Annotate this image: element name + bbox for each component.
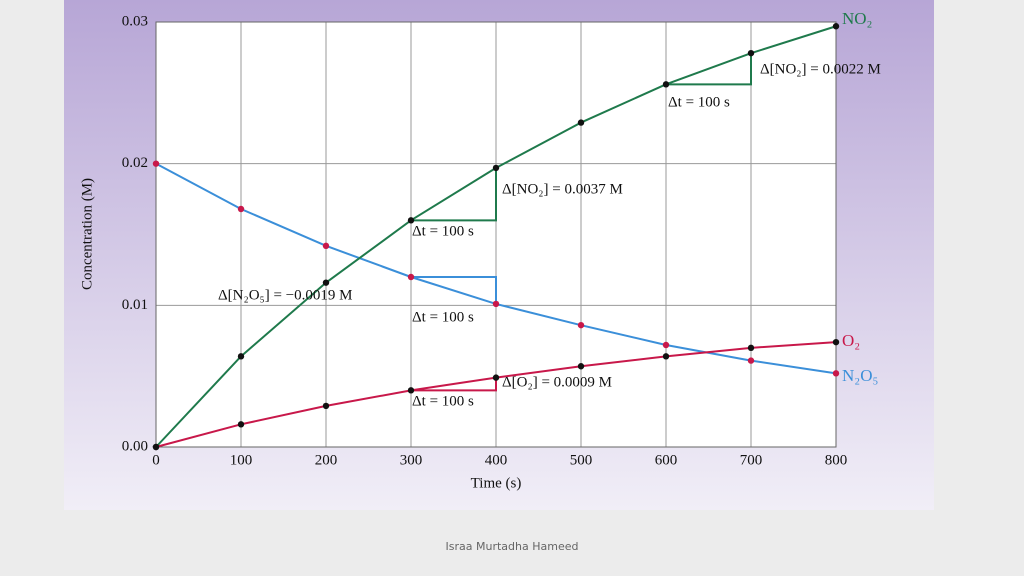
data-point — [152, 160, 160, 167]
x-tick-label: 600 — [655, 452, 678, 468]
footer: Israa Murtadha Hameed — [445, 540, 579, 553]
delta-triangle — [666, 53, 752, 86]
data-point — [832, 370, 840, 377]
y-axis-label: Concentration (M) — [79, 178, 95, 290]
x-tick-label: 0 — [152, 452, 160, 468]
annotation: Δ[NO₂] = 0.0037 M — [502, 181, 623, 197]
y-tick-label: 0.00 — [122, 438, 148, 454]
data-point — [237, 353, 245, 360]
annotation: Δ[NO₂] = 0.0022 M — [760, 61, 881, 77]
series-label: N₂O₅ — [842, 366, 878, 385]
data-point — [747, 49, 755, 57]
y-tick-label: 0.03 — [122, 13, 148, 29]
x-tick-label: 100 — [230, 452, 253, 468]
annotation: Δt = 100 s — [668, 94, 730, 110]
data-point — [407, 387, 415, 394]
data-point — [492, 300, 500, 308]
data-point — [492, 374, 500, 381]
x-axis-label: Time (s) — [471, 475, 522, 491]
series-label: NO₂ — [842, 9, 872, 28]
data-point — [747, 357, 755, 364]
x-tick-label: 800 — [825, 452, 848, 468]
delta-triangle — [411, 167, 497, 222]
data-point — [407, 217, 415, 224]
data-point — [747, 344, 755, 352]
delta-triangle — [411, 377, 497, 392]
series-label: O₂ — [842, 331, 860, 350]
data-point — [237, 421, 245, 428]
data-point — [322, 242, 330, 250]
x-tick-label: 700 — [740, 452, 763, 468]
annotation: Δt = 100 s — [412, 309, 474, 325]
annotation: Δt = 100 s — [412, 393, 474, 409]
data-point — [577, 119, 585, 126]
plot-frame — [155, 21, 837, 448]
x-tick-label: 200 — [315, 452, 338, 468]
x-tick-label: 300 — [400, 452, 423, 468]
data-point — [662, 81, 670, 88]
data-point — [237, 205, 245, 213]
data-point — [492, 164, 500, 172]
annotation: Δ[N₂O₅] = −0.0019 M — [218, 287, 353, 303]
data-point — [662, 341, 670, 349]
data-point — [407, 273, 415, 281]
data-point — [322, 402, 330, 410]
data-point — [662, 353, 670, 360]
x-tick-label: 400 — [485, 452, 508, 468]
y-tick-label: 0.02 — [122, 155, 148, 171]
x-tick-label: 500 — [570, 452, 593, 468]
data-point — [322, 279, 330, 286]
delta-triangle — [411, 276, 497, 304]
y-tick-label: 0.01 — [122, 297, 148, 313]
data-point — [832, 338, 840, 346]
annotation: Δ[O₂] = 0.0009 M — [502, 374, 612, 390]
data-point — [832, 23, 840, 30]
annotation: Δt = 100 s — [412, 223, 474, 239]
data-point — [577, 321, 585, 329]
data-point — [577, 363, 585, 370]
data-point — [152, 443, 160, 451]
